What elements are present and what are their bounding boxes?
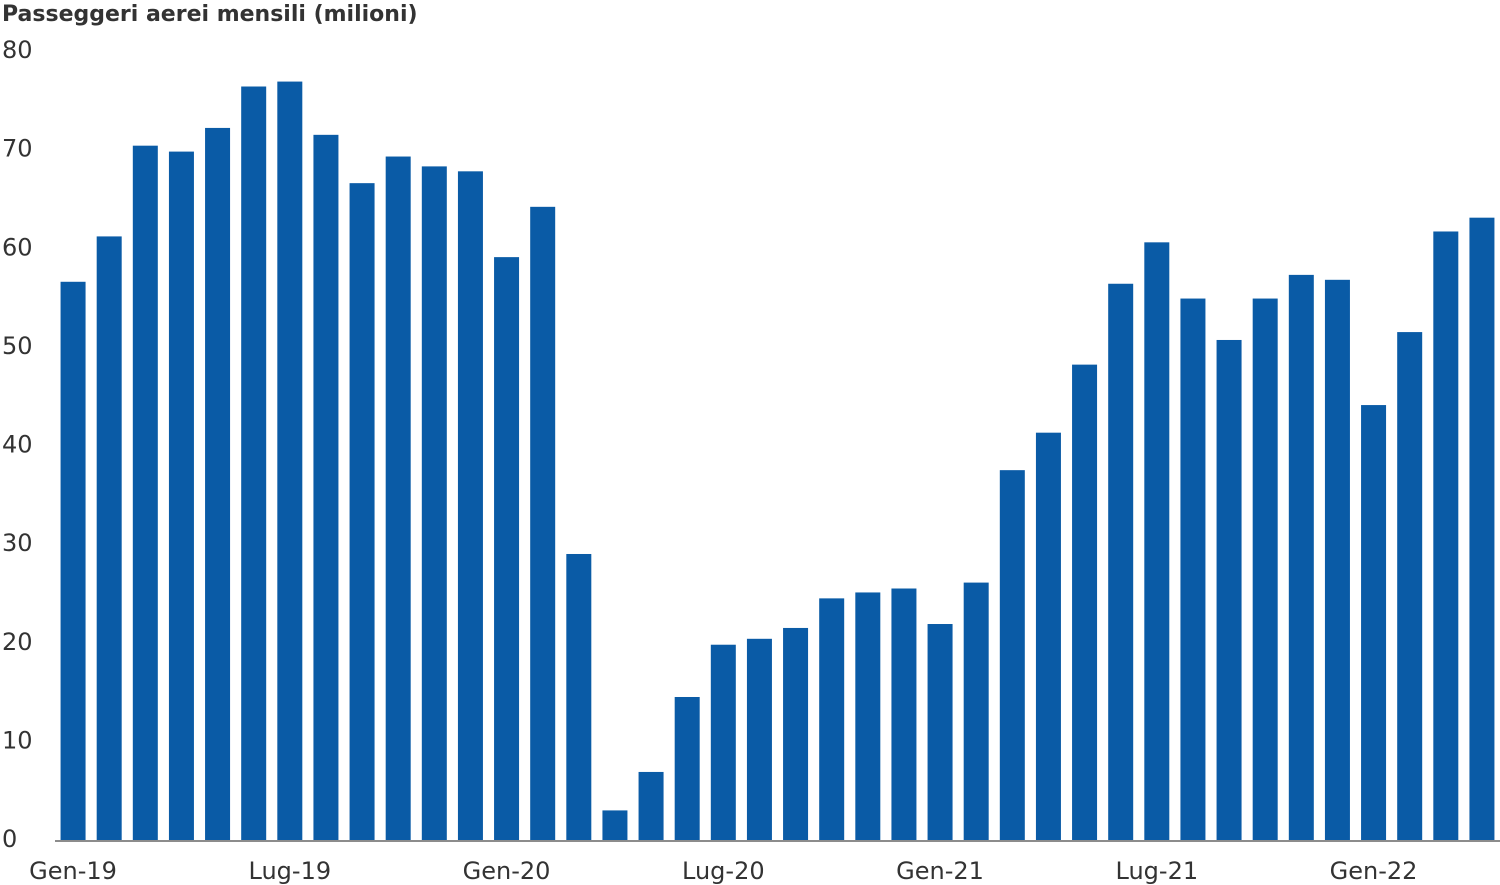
bar — [674, 696, 700, 840]
x-tick-label: Lug-21 — [1116, 857, 1199, 885]
x-tick-label: Gen-22 — [1330, 857, 1418, 885]
bar — [1324, 279, 1350, 840]
bar — [132, 145, 158, 840]
bar — [1361, 405, 1387, 840]
bar — [602, 810, 628, 840]
bar — [385, 156, 411, 840]
bar — [1108, 283, 1134, 840]
bar — [963, 582, 989, 840]
bar — [96, 236, 122, 841]
bar — [1180, 298, 1206, 841]
chart-title: Passeggeri aerei mensili (milioni) — [2, 2, 418, 27]
bar — [1072, 364, 1098, 840]
bar — [746, 638, 772, 840]
bar — [313, 134, 339, 841]
bar — [494, 257, 520, 841]
bar — [927, 624, 953, 840]
bar — [168, 151, 194, 840]
bar — [1469, 217, 1495, 840]
y-tick-label: 0 — [2, 825, 17, 853]
x-tick-label: Gen-19 — [29, 857, 117, 885]
bar — [638, 771, 664, 840]
y-tick-label: 40 — [2, 431, 33, 459]
bar — [1216, 339, 1242, 840]
y-tick-label: 80 — [2, 36, 33, 64]
bar — [855, 592, 881, 840]
bar — [1288, 274, 1314, 840]
x-tick-label: Gen-20 — [463, 857, 551, 885]
x-tick-label: Lug-20 — [682, 857, 765, 885]
bar — [1252, 298, 1278, 841]
bar — [241, 86, 267, 840]
y-tick-label: 30 — [2, 529, 33, 557]
bar — [457, 171, 483, 840]
bar — [819, 598, 845, 840]
y-tick-label: 60 — [2, 233, 33, 261]
bar — [783, 627, 809, 840]
bar — [1397, 332, 1423, 840]
y-tick-label: 70 — [2, 135, 33, 163]
bar — [566, 553, 592, 840]
bar — [1035, 432, 1061, 840]
bar — [999, 470, 1025, 840]
bar — [277, 81, 303, 841]
bar — [530, 206, 556, 840]
bar — [421, 166, 447, 841]
y-tick-label: 50 — [2, 332, 33, 360]
x-tick-label: Lug-19 — [249, 857, 332, 885]
x-tick-label: Gen-21 — [896, 857, 984, 885]
bar — [710, 644, 736, 840]
bar — [349, 183, 375, 841]
bar — [1144, 242, 1170, 840]
bar — [891, 588, 917, 840]
bar — [60, 281, 86, 841]
y-tick-label: 20 — [2, 628, 33, 656]
y-tick-label: 10 — [2, 726, 33, 754]
bar — [205, 127, 231, 841]
bar — [1433, 231, 1459, 840]
